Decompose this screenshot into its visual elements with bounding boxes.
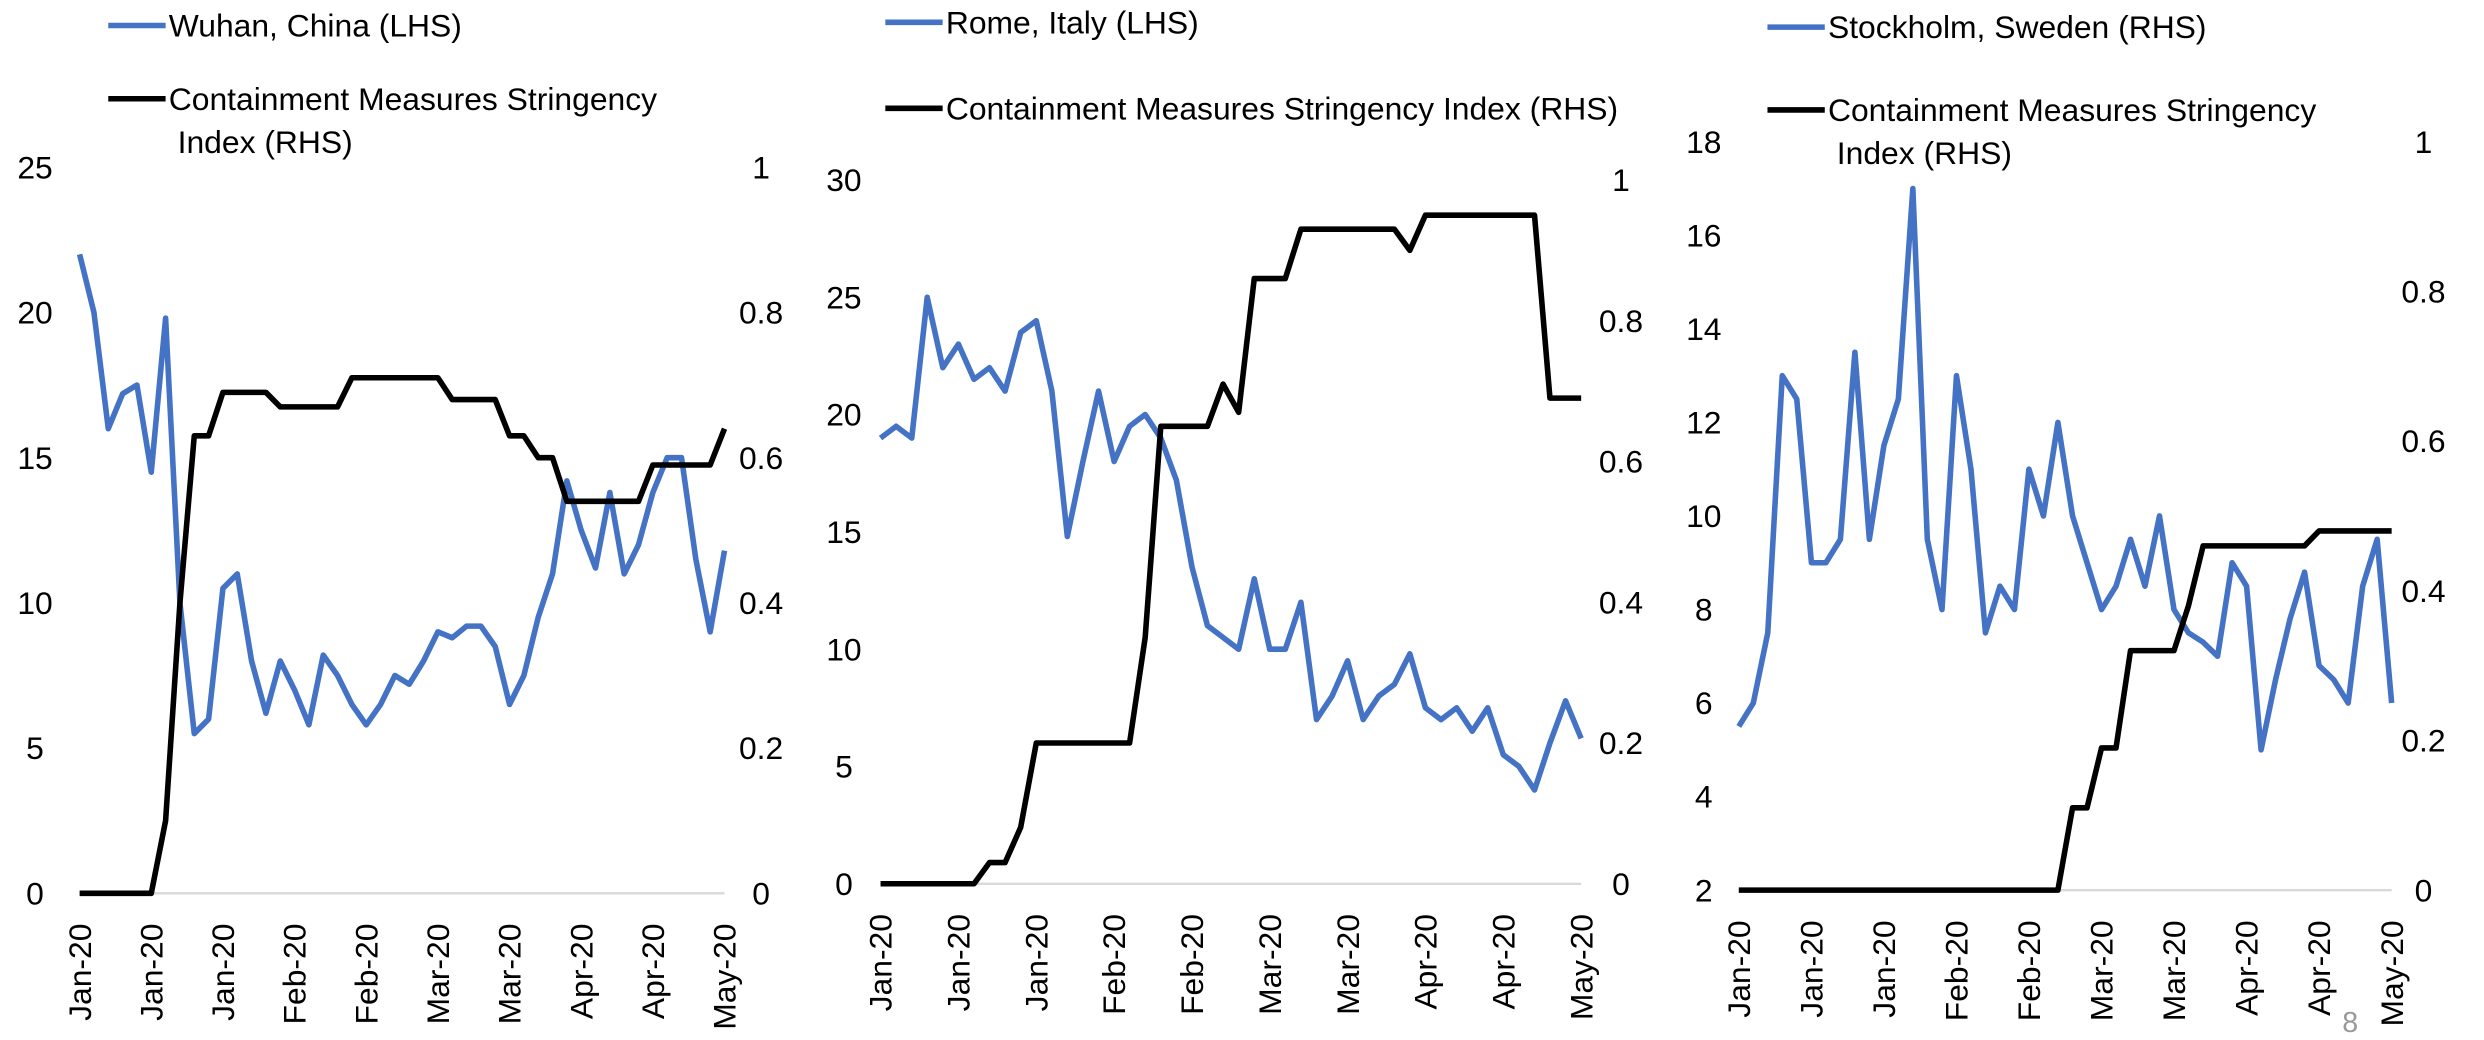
y-tick-label: 14 (1686, 311, 1721, 347)
y2-tick-label: 0.2 (1599, 725, 1643, 761)
y-tick-label: 4 (1695, 779, 1713, 815)
legend-label: Containment Measures Stringency Index (R… (169, 81, 657, 160)
y-tick-label: 12 (1686, 405, 1721, 441)
series-line (79, 374, 728, 897)
x-tick-label: Feb-20 (2011, 920, 2047, 1021)
legend-label: Rome, Italy (LHS) (946, 4, 1199, 40)
y2-tick-label: 0 (752, 875, 770, 911)
y-tick-label: 10 (826, 631, 861, 667)
x-tick-label: Jan-20 (1793, 920, 1829, 1017)
x-tick-label: Mar-20 (420, 924, 456, 1025)
y-tick-label: 5 (26, 730, 44, 766)
x-tick-label: Mar-20 (492, 924, 528, 1025)
x-tick-label: Apr-20 (635, 924, 671, 1020)
y2-tick-label: 0.8 (1599, 303, 1643, 339)
y-tick-label: 15 (17, 440, 52, 476)
y2-tick-label: 0.8 (739, 295, 783, 331)
legend-label: Stockholm, Sweden (RHS) (1828, 9, 2207, 45)
y-tick-label: 0 (835, 866, 853, 902)
x-tick-label: Feb-20 (1174, 914, 1210, 1015)
y2-tick-label: 0.8 (2401, 274, 2445, 310)
x-tick-label: Jan-20 (941, 914, 977, 1011)
x-tick-label: Apr-20 (1485, 914, 1521, 1010)
y2-tick-label: 0.6 (1599, 444, 1643, 480)
x-tick-label: Apr-20 (1408, 914, 1444, 1010)
legend-label: Wuhan, China (LHS) (169, 8, 462, 44)
y2-tick-label: 0.6 (739, 440, 783, 476)
x-tick-label: May-20 (1563, 914, 1599, 1020)
x-tick-label: May-20 (707, 924, 743, 1030)
series-line (1738, 528, 2392, 893)
series-line (76, 253, 728, 737)
series-line (878, 294, 1584, 793)
x-tick-label: Jan-20 (863, 914, 899, 1011)
x-tick-label: Feb-20 (1096, 914, 1132, 1015)
x-tick-label: Feb-20 (348, 924, 384, 1025)
y-tick-label: 8 (1695, 592, 1713, 628)
y-tick-label: 0 (26, 875, 44, 911)
y2-tick-label: 1 (1612, 162, 1630, 198)
y2-tick-label: 0.4 (2401, 573, 2445, 609)
x-tick-label: Mar-20 (1252, 914, 1288, 1015)
y-tick-label: 5 (835, 749, 853, 785)
y2-tick-label: 0.4 (739, 585, 783, 621)
y2-tick-label: 0.2 (2401, 723, 2445, 759)
y-tick-label: 10 (1686, 498, 1721, 534)
x-tick-label: Mar-20 (2156, 920, 2192, 1021)
y2-tick-label: 0 (2415, 872, 2433, 908)
series-line (1736, 185, 2395, 753)
y-tick-label: 16 (1686, 217, 1721, 253)
x-tick-label: Mar-20 (2084, 920, 2120, 1021)
y2-tick-label: 0 (1612, 866, 1630, 902)
x-tick-label: Jan-20 (1721, 920, 1757, 1017)
y-tick-label: 6 (1695, 685, 1713, 721)
y2-tick-label: 0.4 (1599, 584, 1643, 620)
x-tick-label: May-20 (2374, 920, 2410, 1026)
x-tick-label: Jan-20 (133, 924, 169, 1021)
y2-tick-label: 0.2 (739, 730, 783, 766)
x-tick-label: Apr-20 (2301, 920, 2337, 1016)
series-line (880, 212, 1582, 887)
x-tick-label: Jan-20 (1866, 920, 1902, 1017)
y-tick-label: 20 (17, 295, 52, 331)
y2-tick-label: 1 (2415, 124, 2433, 160)
legend-label: Containment Measures Stringency Index (R… (946, 90, 1618, 126)
x-tick-label: Jan-20 (1018, 914, 1054, 1011)
y2-tick-label: 0.6 (2401, 423, 2445, 459)
x-tick-label: Mar-20 (1330, 914, 1366, 1015)
y-tick-label: 25 (17, 149, 52, 185)
y-tick-label: 30 (826, 162, 861, 198)
y-tick-label: 18 (1686, 124, 1721, 160)
y-tick-label: 25 (826, 279, 861, 315)
x-tick-label: Feb-20 (1939, 920, 1975, 1021)
y2-tick-label: 1 (752, 149, 770, 185)
y-tick-label: 2 (1695, 872, 1713, 908)
x-tick-label: Jan-20 (205, 924, 241, 1021)
y-tick-label: 10 (17, 585, 52, 621)
legend-label: Containment Measures Stringency Index (R… (1828, 92, 2316, 171)
y-tick-label: 15 (826, 514, 861, 550)
x-tick-label: Apr-20 (2229, 920, 2265, 1016)
page-number: 8 (2342, 1007, 2358, 1039)
x-tick-label: Feb-20 (277, 924, 313, 1025)
x-tick-label: Jan-20 (62, 924, 98, 1021)
y-tick-label: 20 (826, 397, 861, 433)
x-tick-label: Apr-20 (563, 924, 599, 1020)
